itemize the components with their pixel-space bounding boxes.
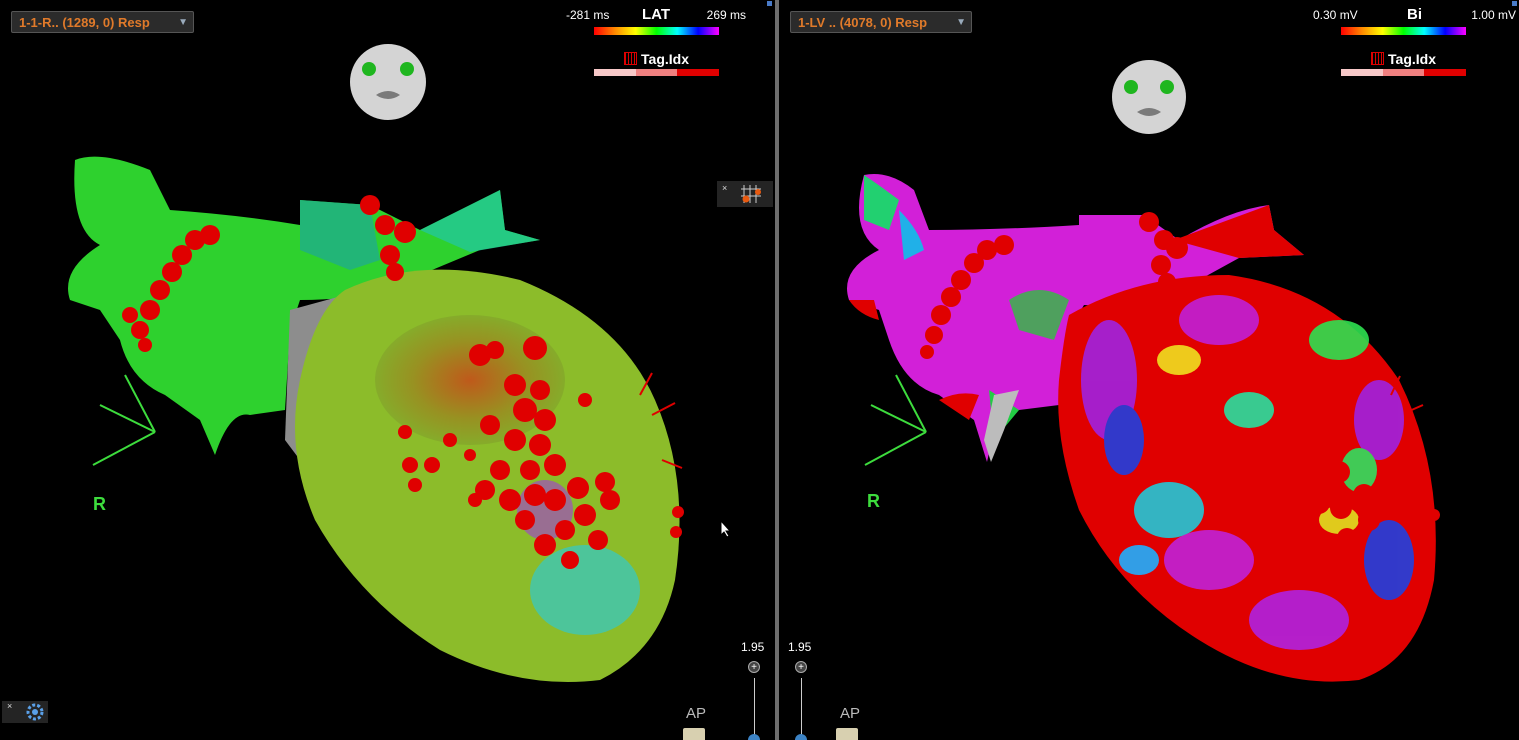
right-anatomy-voltage-map[interactable] [779,0,1519,740]
lat-color-bar [594,27,719,35]
voltage-scale-min: 0.30 mV [1313,8,1358,22]
left-orientation-label: R [93,494,106,514]
tag-grid-icon[interactable] [741,183,763,205]
right-tag-index-label: Tag.Idx [1341,51,1466,67]
right-zoom-slider-track[interactable] [801,678,802,740]
left-zoom-value: 1.95 [741,640,765,654]
left-view-label: AP [686,705,707,722]
lat-scale-max: 269 ms [706,8,746,22]
left-map-selector[interactable]: 1-1-R.. (1289, 0) Resp ▼ [11,11,194,33]
right-color-scale: 0.30 mV Bi 1.00 mV Tag.Idx [1313,6,1516,76]
settings-panel[interactable]: × [2,701,48,723]
left-tag-index-bar [594,69,720,76]
left-zoom-slider-knob[interactable] [748,734,760,740]
tag-grid-icon [624,52,638,65]
right-view-corner-marker [1512,1,1517,6]
close-icon[interactable]: × [7,701,13,711]
left-view-corner-marker [767,1,772,6]
right-map-selector[interactable]: 1-LV .. (4078, 0) Resp ▼ [790,11,972,33]
cursor-arrow-icon [720,520,732,538]
chevron-down-icon: ▼ [178,17,188,28]
left-zoom-in-button[interactable]: + [748,661,760,673]
left-map-view[interactable]: 1-1-R.. (1289, 0) Resp ▼ -281 ms LAT 269… [0,0,775,740]
lat-scale-min: -281 ms [566,8,610,22]
gear-icon[interactable] [24,701,46,723]
ap-view-icon[interactable] [683,728,705,740]
left-tag-index-label: Tag.Idx [594,51,719,67]
right-zoom-in-button[interactable]: + [795,661,807,673]
voltage-scale-max: 1.00 mV [1471,8,1516,22]
lat-scale-name: LAT [641,6,671,23]
view-divider[interactable] [775,0,779,740]
chevron-down-icon: ▼ [956,17,966,28]
right-zoom-value: 1.95 [788,640,812,654]
right-zoom-slider-knob[interactable] [795,734,807,740]
ap-view-icon[interactable] [836,728,858,740]
patient-head-icon [1112,60,1186,134]
right-orientation-label: R [867,491,880,511]
right-map-selector-label: 1-LV .. (4078, 0) Resp [798,15,928,30]
right-view-label: AP [840,705,861,722]
left-zoom-slider-track[interactable] [754,678,755,740]
tag-grid-icon [1371,52,1385,65]
patient-head-icon [350,44,426,120]
right-tag-index-bar [1341,69,1467,76]
left-color-scale: -281 ms LAT 269 ms Tag.Idx [566,6,746,76]
close-icon[interactable]: × [722,183,728,193]
voltage-scale-name: Bi [1407,6,1422,23]
tag-toolbar[interactable]: × [717,181,773,207]
left-map-selector-label: 1-1-R.. (1289, 0) Resp [19,15,150,30]
left-anatomy-lat-map[interactable] [0,0,775,740]
right-map-view[interactable]: 1-LV .. (4078, 0) Resp ▼ 0.30 mV Bi 1.00… [779,0,1519,740]
voltage-color-bar [1341,27,1466,35]
